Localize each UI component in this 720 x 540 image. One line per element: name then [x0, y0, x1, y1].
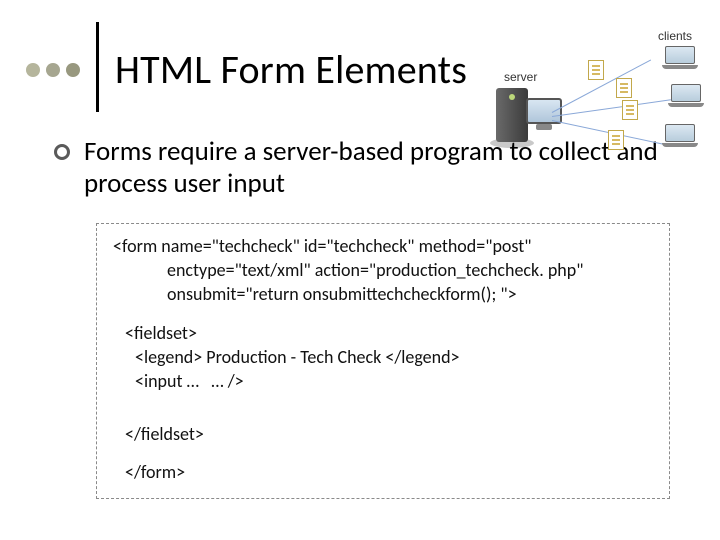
code-line: </fieldset>: [113, 422, 653, 446]
code-line: </form>: [113, 460, 653, 484]
code-line: enctype="text/xml" action="production_te…: [113, 258, 653, 282]
server-label: server: [504, 70, 537, 84]
accent-dots: [26, 63, 80, 77]
slide-title: HTML Form Elements: [115, 45, 467, 94]
document-icon: [622, 100, 638, 120]
document-icon: [608, 130, 624, 150]
document-icon: [588, 60, 604, 80]
document-icon: [616, 78, 632, 98]
code-line: onsubmit="return onsubmittechcheckform()…: [113, 282, 653, 306]
code-line: <form name="techcheck" id="techcheck" me…: [113, 234, 653, 258]
dot-2: [46, 63, 60, 77]
code-line: <legend> Production - Tech Check </legen…: [113, 345, 653, 369]
code-example-box: <form name="techcheck" id="techcheck" me…: [96, 223, 670, 499]
dot-3: [66, 63, 80, 77]
code-line: <input … … />: [113, 369, 653, 393]
dot-1: [26, 63, 40, 77]
server-clients-diagram: clients server: [488, 26, 706, 158]
server-tower-icon: [496, 88, 528, 142]
clients-label: clients: [658, 29, 692, 43]
laptop-icon: [662, 124, 698, 146]
code-line: <fieldset>: [113, 321, 653, 345]
title-divider: [96, 22, 99, 112]
laptop-icon: [668, 84, 704, 106]
bullet-icon: [54, 144, 70, 160]
laptop-icon: [662, 46, 698, 68]
